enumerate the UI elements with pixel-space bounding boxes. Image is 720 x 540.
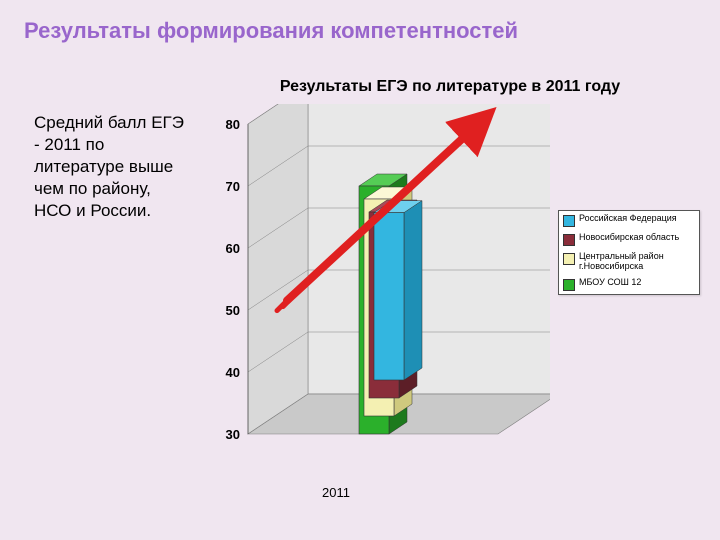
svg-text:50: 50 [226, 303, 240, 318]
svg-text:60: 60 [226, 241, 240, 256]
legend-item: Российская Федерация [559, 211, 699, 230]
x-axis-label: 2011 [322, 485, 350, 500]
legend-item: Новосибирская область [559, 230, 699, 249]
slide-title: Результаты формирования компетентностей [0, 0, 720, 44]
legend-label: Российская Федерация [579, 214, 677, 224]
legend-swatch [563, 279, 575, 291]
svg-text:80: 80 [226, 117, 240, 132]
legend-item: Центральный район г.Новосибирска [559, 249, 699, 275]
legend-item: МБОУ СОШ 12 [559, 275, 699, 294]
legend-label: МБОУ СОШ 12 [579, 278, 641, 288]
legend-label: Центральный район г.Новосибирска [579, 252, 695, 272]
legend-label: Новосибирская область [579, 233, 679, 243]
legend-swatch [563, 253, 575, 265]
chart-title: Результаты ЕГЭ по литературе в 2011 году [200, 78, 700, 96]
svg-text:40: 40 [226, 365, 240, 380]
svg-text:70: 70 [226, 179, 240, 194]
svg-text:30: 30 [226, 427, 240, 442]
legend-swatch [563, 234, 575, 246]
chart-container: Результаты ЕГЭ по литературе в 2011 году… [200, 78, 700, 474]
legend-swatch [563, 215, 575, 227]
chart-legend: Российская Федерация Новосибирская област… [558, 210, 700, 295]
body-text: Средний балл ЕГЭ - 2011 по литературе вы… [34, 112, 184, 222]
bar-chart-3d: 30 40 50 60 70 80 [200, 104, 550, 474]
